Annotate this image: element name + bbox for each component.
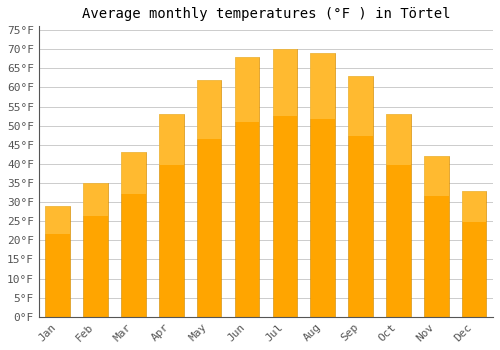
Bar	[121, 153, 146, 317]
Bar	[424, 156, 448, 317]
Bar	[272, 49, 297, 116]
Bar	[234, 57, 260, 122]
Bar	[386, 114, 410, 165]
Bar	[310, 53, 335, 119]
Bar	[46, 206, 70, 317]
Bar	[386, 114, 410, 317]
Bar	[121, 153, 146, 194]
Bar	[84, 183, 108, 317]
Bar	[159, 114, 184, 317]
Bar	[348, 76, 373, 317]
Bar	[46, 206, 70, 234]
Bar	[234, 57, 260, 317]
Bar	[159, 114, 184, 165]
Bar	[272, 49, 297, 317]
Bar	[462, 191, 486, 222]
Bar	[310, 53, 335, 317]
Bar	[84, 183, 108, 216]
Title: Average monthly temperatures (°F ) in Törtel: Average monthly temperatures (°F ) in Tö…	[82, 7, 450, 21]
Bar	[197, 80, 222, 317]
Bar	[197, 80, 222, 139]
Bar	[462, 191, 486, 317]
Bar	[348, 76, 373, 136]
Bar	[424, 156, 448, 196]
